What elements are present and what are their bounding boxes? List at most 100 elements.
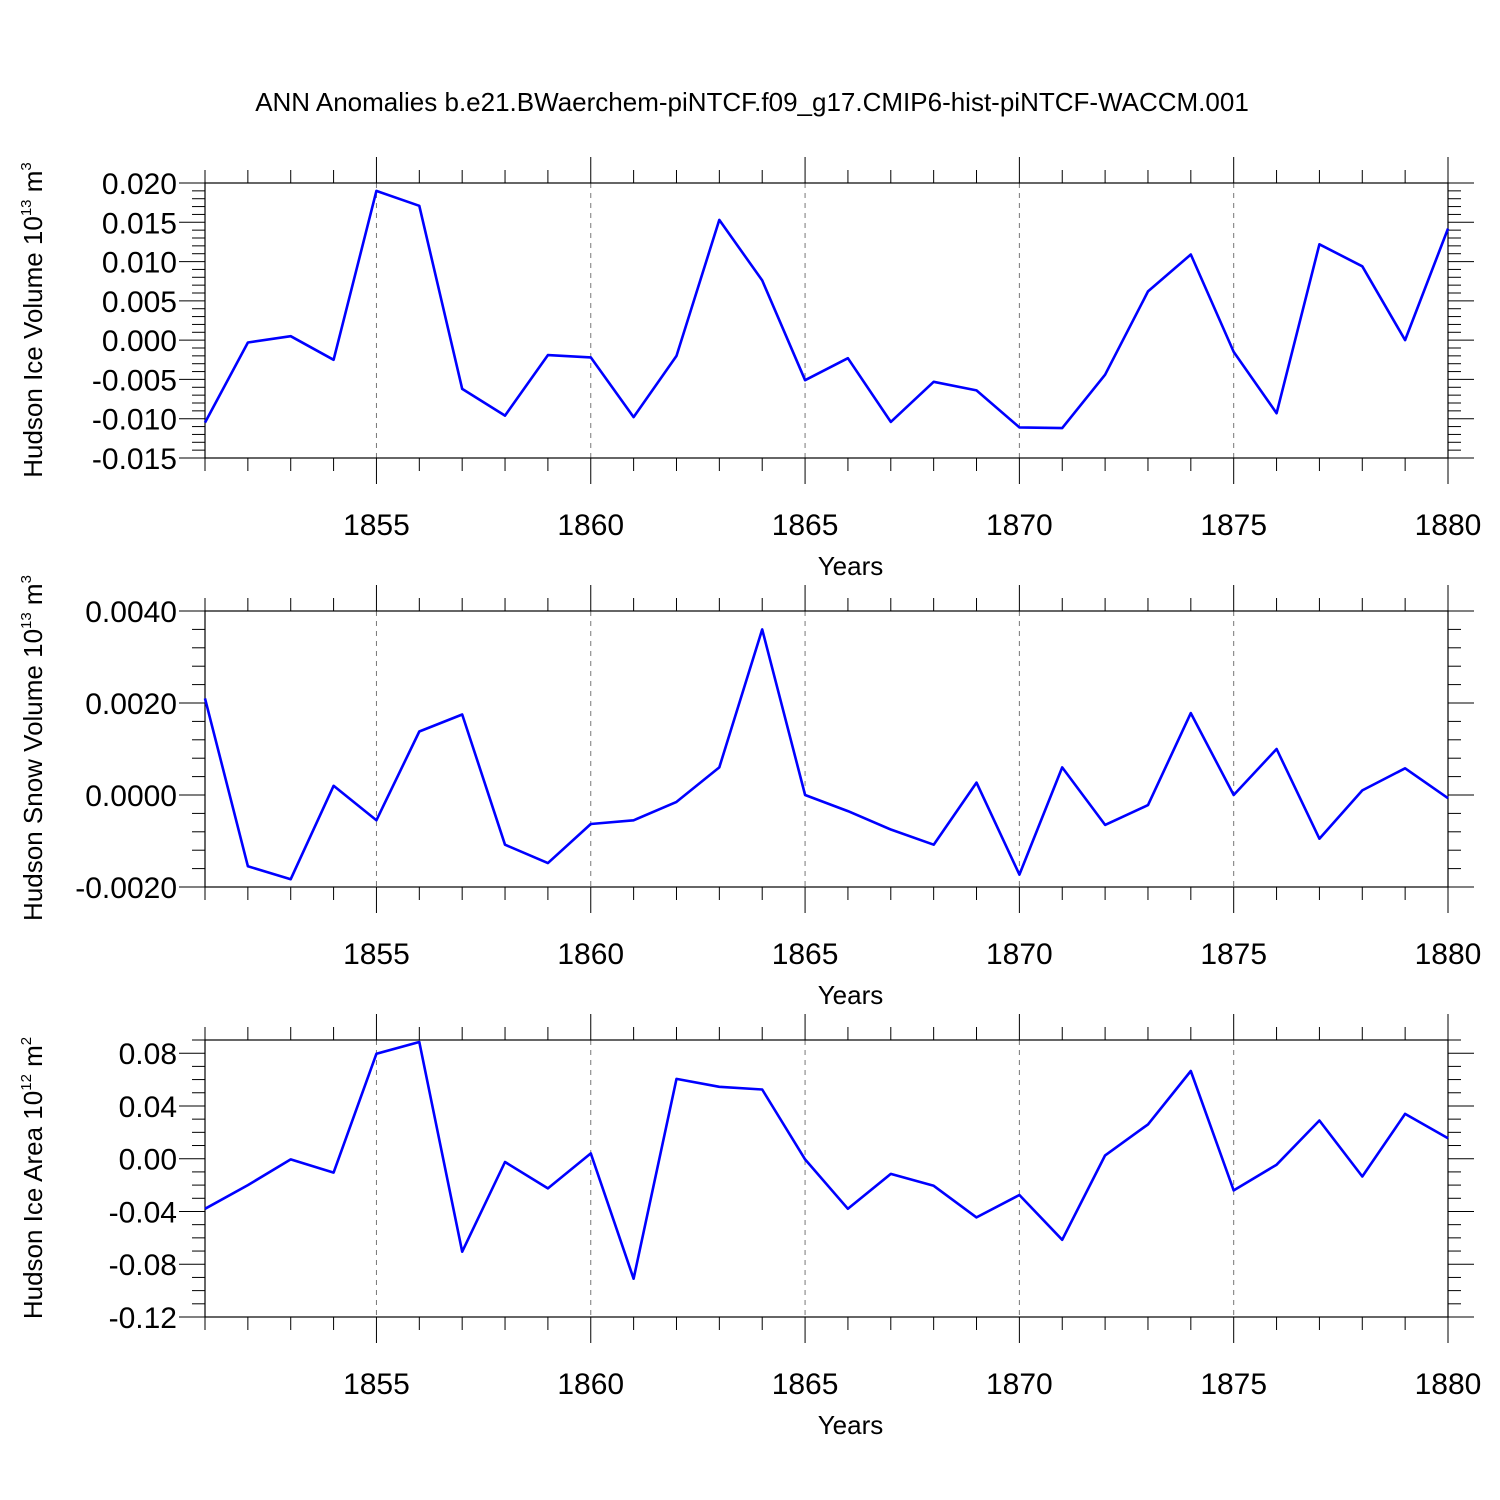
data-point — [289, 877, 293, 881]
panel-ice-volume: -0.015 -0.010 -0.005 0.000 0.005 0.010 0.015 0.… — [18, 157, 1481, 581]
data-point — [1060, 426, 1064, 430]
series-line — [203, 189, 1450, 430]
data-point — [1232, 1188, 1236, 1192]
data-point — [1017, 873, 1021, 877]
y-tick-label: -0.08 — [109, 1249, 177, 1282]
data-point — [1103, 373, 1107, 377]
data-point — [975, 781, 979, 785]
data-point — [932, 380, 936, 384]
y-tick-label: 0.0020 — [85, 688, 177, 721]
data-point — [889, 828, 893, 832]
data-point — [460, 1250, 464, 1254]
data-point — [1446, 796, 1450, 800]
data-point — [203, 421, 207, 425]
x-tick-label: 1875 — [1200, 938, 1267, 971]
x-tick-label: 1855 — [343, 509, 410, 542]
figure-title: ANN Anomalies b.e21.BWaerchem-piNTCF.f09… — [255, 87, 1249, 117]
x-tick-label: 1865 — [772, 509, 839, 542]
x-tick-label: 1880 — [1415, 938, 1482, 971]
data-point — [374, 1052, 378, 1056]
data-point — [503, 843, 507, 847]
data-point — [1275, 747, 1279, 751]
y-tick-label: 0.08 — [119, 1038, 177, 1071]
data-point — [889, 1172, 893, 1176]
data-point — [246, 1183, 250, 1187]
y-tick-label: 0.010 — [102, 247, 177, 280]
data-point — [203, 1207, 207, 1211]
data-point — [1232, 793, 1236, 797]
data-point — [460, 387, 464, 391]
data-point — [1360, 788, 1364, 792]
data-point — [1403, 1112, 1407, 1116]
data-point — [889, 420, 893, 424]
data-point — [1403, 766, 1407, 770]
data-point — [674, 1077, 678, 1081]
data-point — [1060, 1238, 1064, 1242]
y-axis-label: Hudson Snow Volume 1013 m3 — [18, 575, 48, 921]
y-tick-label: 0.0000 — [85, 780, 177, 813]
data-point — [717, 218, 721, 222]
data-point — [1146, 1122, 1150, 1126]
data-point — [374, 189, 378, 193]
x-tick-label: 1875 — [1200, 1368, 1267, 1401]
data-point — [1060, 765, 1064, 769]
y-tick-label: -0.005 — [92, 364, 177, 397]
data-point — [632, 415, 636, 419]
data-point — [1317, 837, 1321, 841]
panel-snow-volume: -0.0020 0.0000 0.0020 0.0040 1855 1860 1865 187… — [18, 575, 1481, 1010]
data-point — [503, 414, 507, 418]
data-point — [332, 784, 336, 788]
y-axis-label: Hudson Ice Area 1012 m2 — [18, 1037, 48, 1319]
data-point — [1146, 289, 1150, 293]
x-axis-label: Years — [818, 980, 884, 1010]
data-point — [589, 822, 593, 826]
y-tick-label: 0.04 — [119, 1091, 177, 1124]
data-point — [332, 358, 336, 362]
x-tick-label: 1880 — [1415, 1368, 1482, 1401]
data-point — [803, 1157, 807, 1161]
x-tick-label: 1855 — [343, 938, 410, 971]
x-tick-label: 1870 — [986, 1368, 1053, 1401]
x-tick-label: 1870 — [986, 509, 1053, 542]
data-point — [632, 1277, 636, 1281]
data-point — [717, 765, 721, 769]
y-tick-label: 0.015 — [102, 207, 177, 240]
data-point — [589, 1151, 593, 1155]
data-point — [1103, 1153, 1107, 1157]
data-point — [1103, 823, 1107, 827]
x-tick-label: 1865 — [772, 1368, 839, 1401]
plot-frame — [204, 1039, 1449, 1318]
data-point — [1232, 350, 1236, 354]
data-point — [1189, 711, 1193, 715]
data-point — [332, 1171, 336, 1175]
x-tick-label: 1875 — [1200, 509, 1267, 542]
data-point — [846, 809, 850, 813]
data-point — [1360, 1175, 1364, 1179]
data-point — [760, 1087, 764, 1091]
data-point — [417, 730, 421, 734]
data-point — [932, 843, 936, 847]
data-point — [417, 204, 421, 208]
data-point — [1189, 1069, 1193, 1073]
plot-frame — [204, 182, 1449, 459]
data-point — [589, 355, 593, 359]
data-point — [803, 793, 807, 797]
x-tick-label: 1860 — [557, 509, 624, 542]
x-tick-label: 1870 — [986, 938, 1053, 971]
y-tick-label: 0.000 — [102, 325, 177, 358]
panel-ice-area: -0.12 -0.08 -0.04 0.00 0.04 0.08 1855 1860 1865 1… — [18, 1014, 1481, 1440]
y-tick-label: 0.00 — [119, 1144, 177, 1177]
y-tick-label: -0.010 — [92, 404, 177, 437]
data-point — [760, 627, 764, 631]
data-point — [1446, 227, 1450, 231]
data-point — [846, 356, 850, 360]
data-point — [1317, 242, 1321, 246]
data-point — [503, 1160, 507, 1164]
y-tick-label: 0.0040 — [85, 596, 177, 629]
data-point — [975, 1215, 979, 1219]
data-point — [374, 818, 378, 822]
data-point — [717, 1085, 721, 1089]
data-point — [289, 1157, 293, 1161]
data-point — [1275, 411, 1279, 415]
x-tick-label: 1855 — [343, 1368, 410, 1401]
